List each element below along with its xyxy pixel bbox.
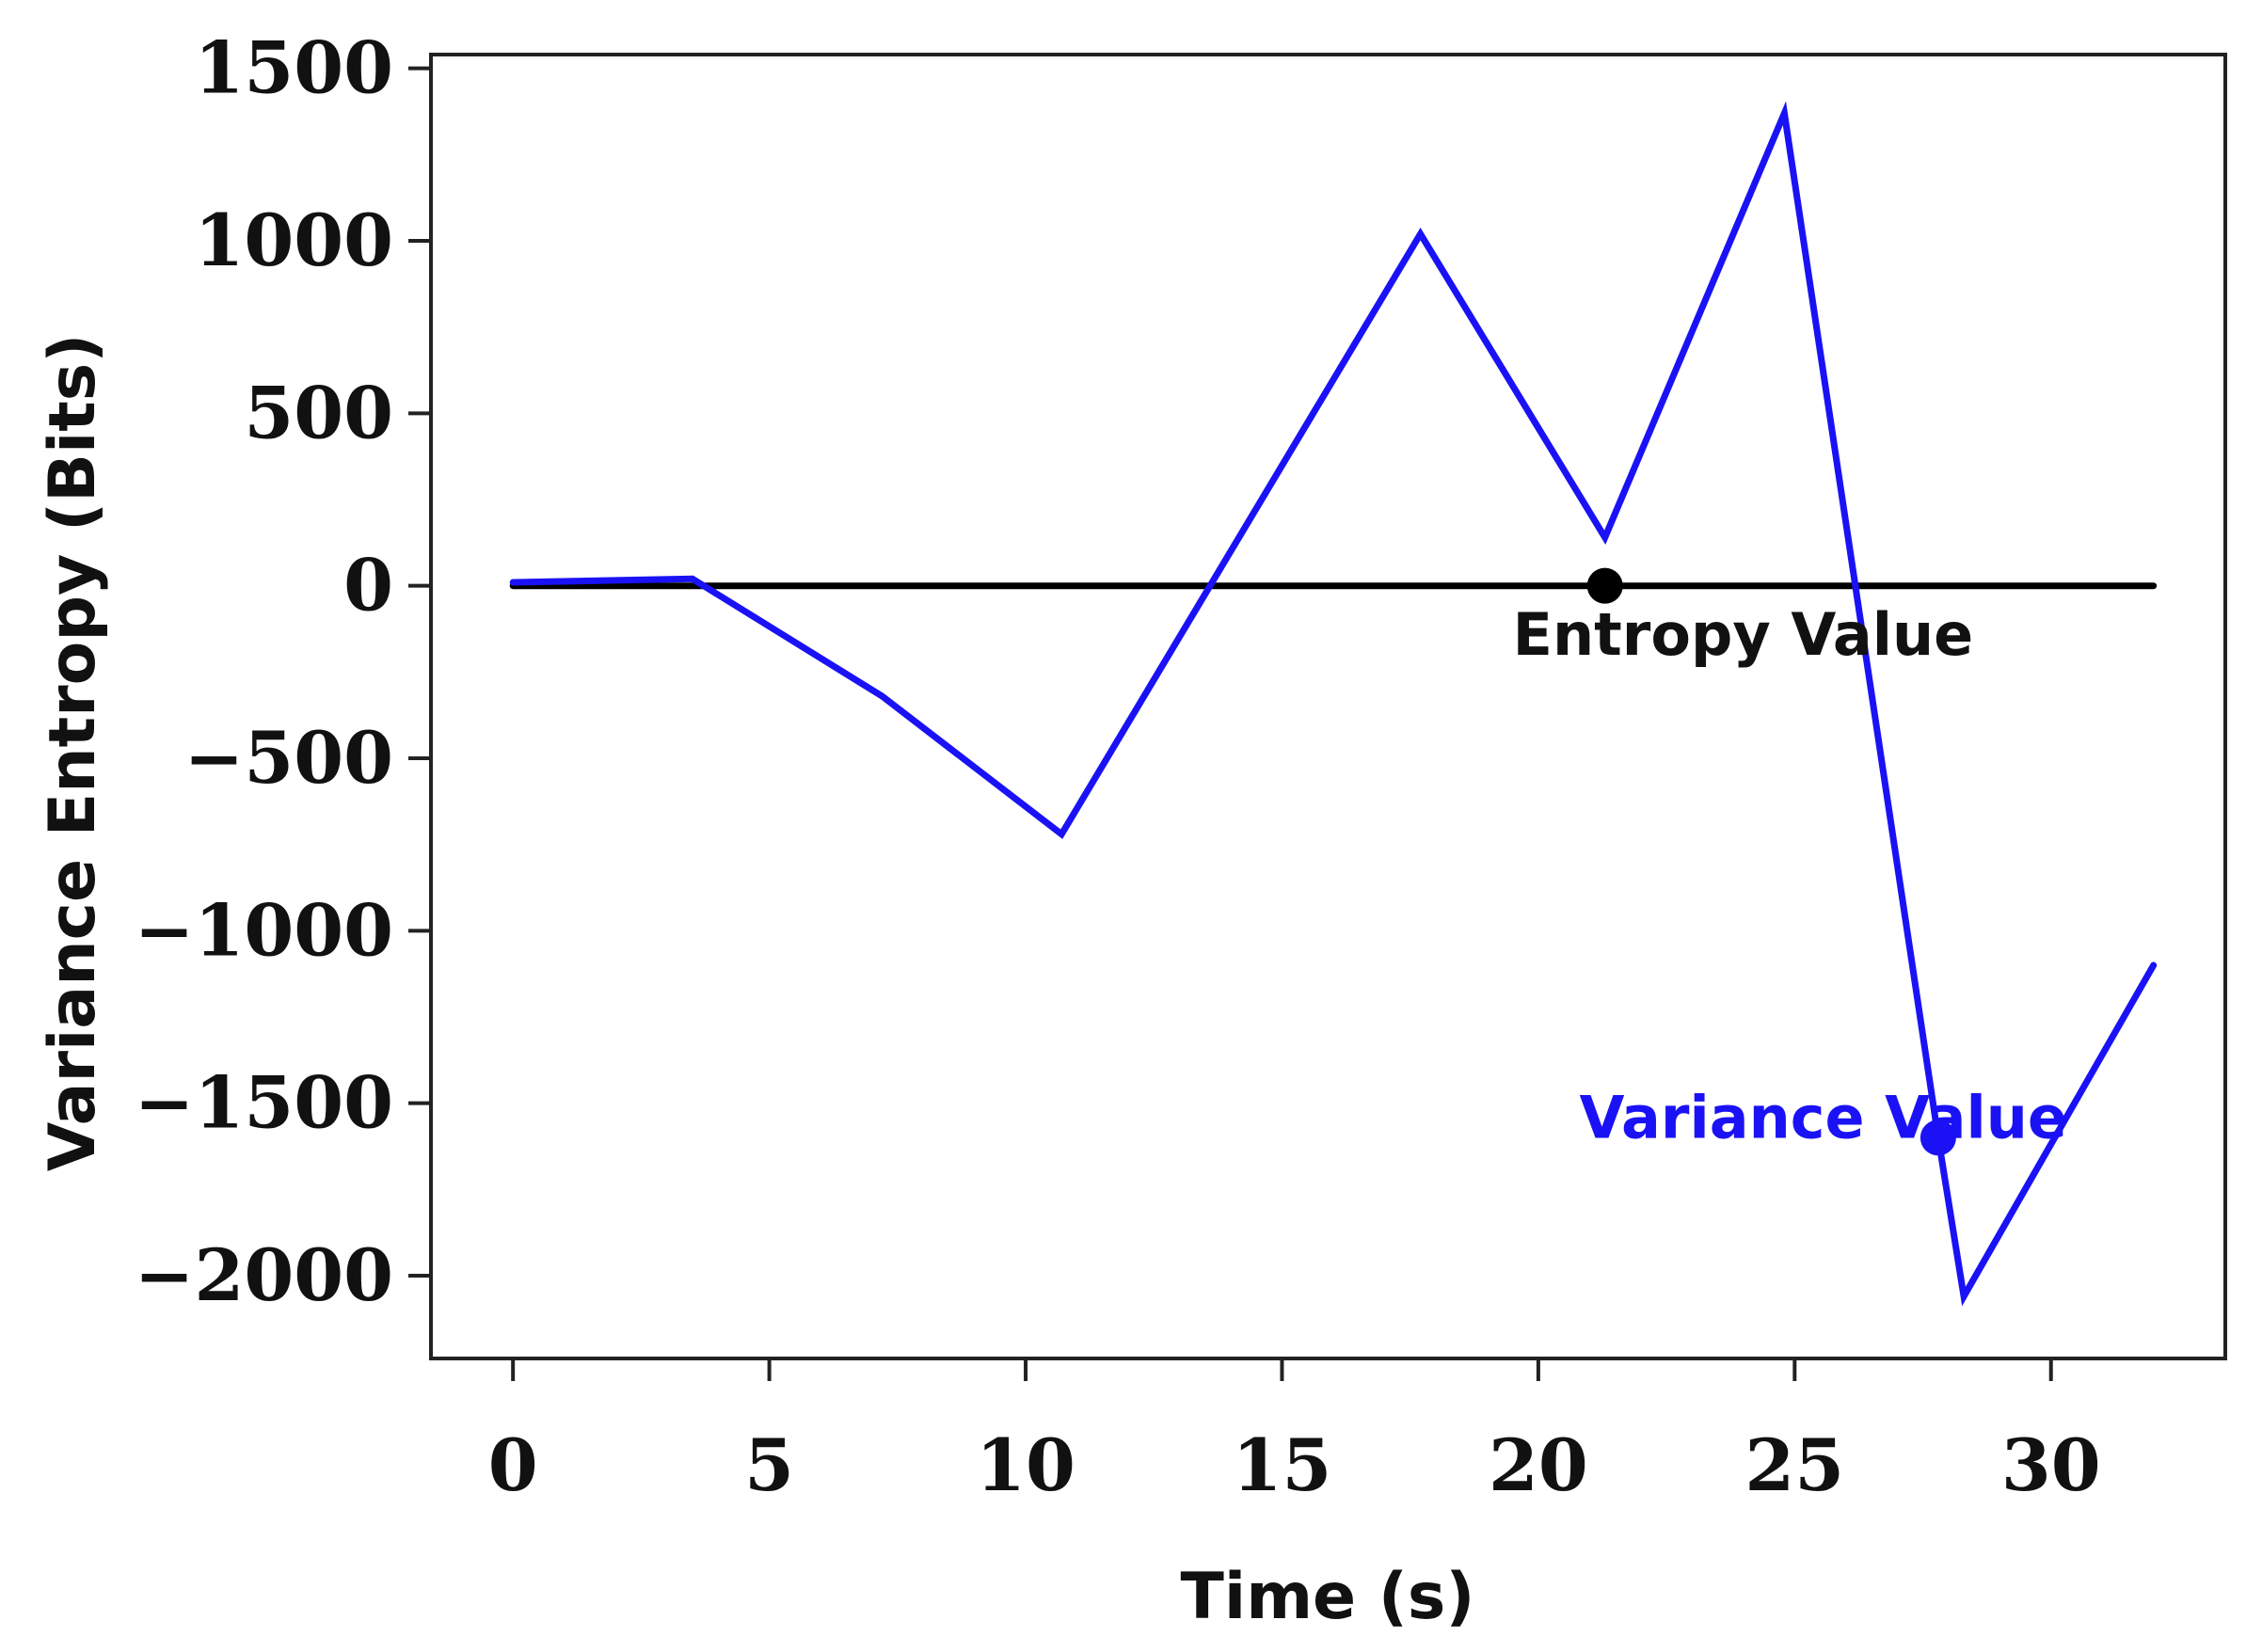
x-tick-label: 5: [744, 1423, 794, 1507]
y-tick-label: 0: [343, 544, 393, 627]
x-tick-label: 15: [1233, 1423, 1332, 1507]
x-tick-label: 25: [1744, 1423, 1844, 1507]
x-tick-label: 10: [976, 1423, 1075, 1507]
variance-value-label: Variance Value: [1579, 1083, 2067, 1152]
entropy-value-marker: [1586, 567, 1623, 604]
variance-series-line: [509, 101, 2158, 1307]
plot-frame: [429, 53, 2227, 1360]
x-axis-label: Time (s): [1181, 1560, 1475, 1634]
y-tick-label: −500: [184, 716, 393, 800]
entropy-value-label: Entropy Value: [1513, 600, 1974, 669]
x-tick-label: 20: [1489, 1423, 1588, 1507]
y-tick-label: −1000: [135, 888, 393, 972]
y-tick-label: 1000: [194, 199, 393, 282]
variance-value-marker: [1920, 1120, 1956, 1156]
y-tick-label: 1500: [194, 26, 393, 110]
y-axis-label: Variance Entropy (Bits): [36, 334, 110, 1172]
x-tick-label: 30: [2001, 1423, 2101, 1507]
y-tick-label: −1500: [135, 1061, 393, 1145]
y-tick-label: 500: [244, 371, 393, 454]
x-tick-label: 0: [488, 1423, 538, 1507]
y-tick-label: −2000: [135, 1233, 393, 1317]
